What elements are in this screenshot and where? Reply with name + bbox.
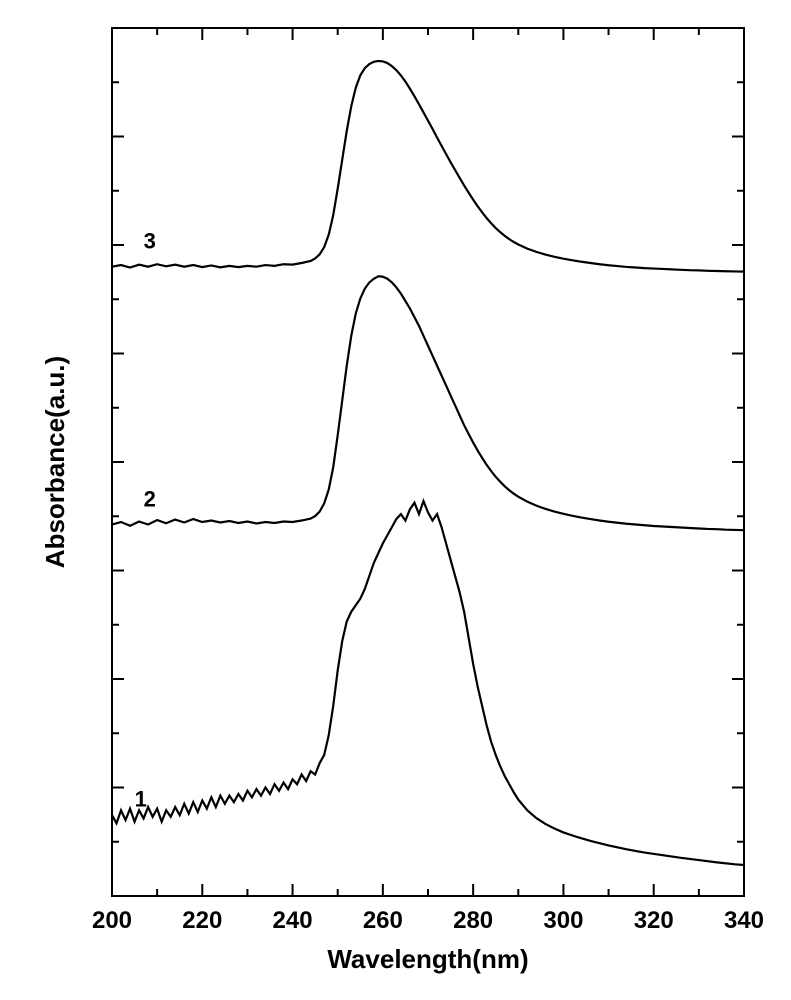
spectrum-2 [112,276,744,530]
spectrum-3 [112,61,744,272]
x-tick-label: 340 [724,907,764,934]
spectrum-label-3: 3 [144,229,156,254]
chart-figure: { "canvas": { "width": 791, "height": 10… [0,0,791,1000]
spectrum-label-2: 2 [144,486,156,511]
plot-frame [112,28,744,896]
x-tick-label: 280 [453,907,493,934]
spectrum-label-1: 1 [135,787,147,812]
x-axis-label: Wavelength(nm) [327,944,528,974]
x-tick-label: 260 [363,907,403,934]
x-tick-label: 220 [182,907,222,934]
x-tick-label: 300 [543,907,583,934]
x-tick-label: 200 [92,907,132,934]
spectrum-1 [112,501,744,865]
x-tick-label: 240 [273,907,313,934]
x-tick-label: 320 [634,907,674,934]
y-axis-label: Absorbance(a.u.) [40,356,70,568]
spectra-plot: 200 220 240 260 280 300 320 340 Wavelength(nm) Ab… [0,0,791,1000]
